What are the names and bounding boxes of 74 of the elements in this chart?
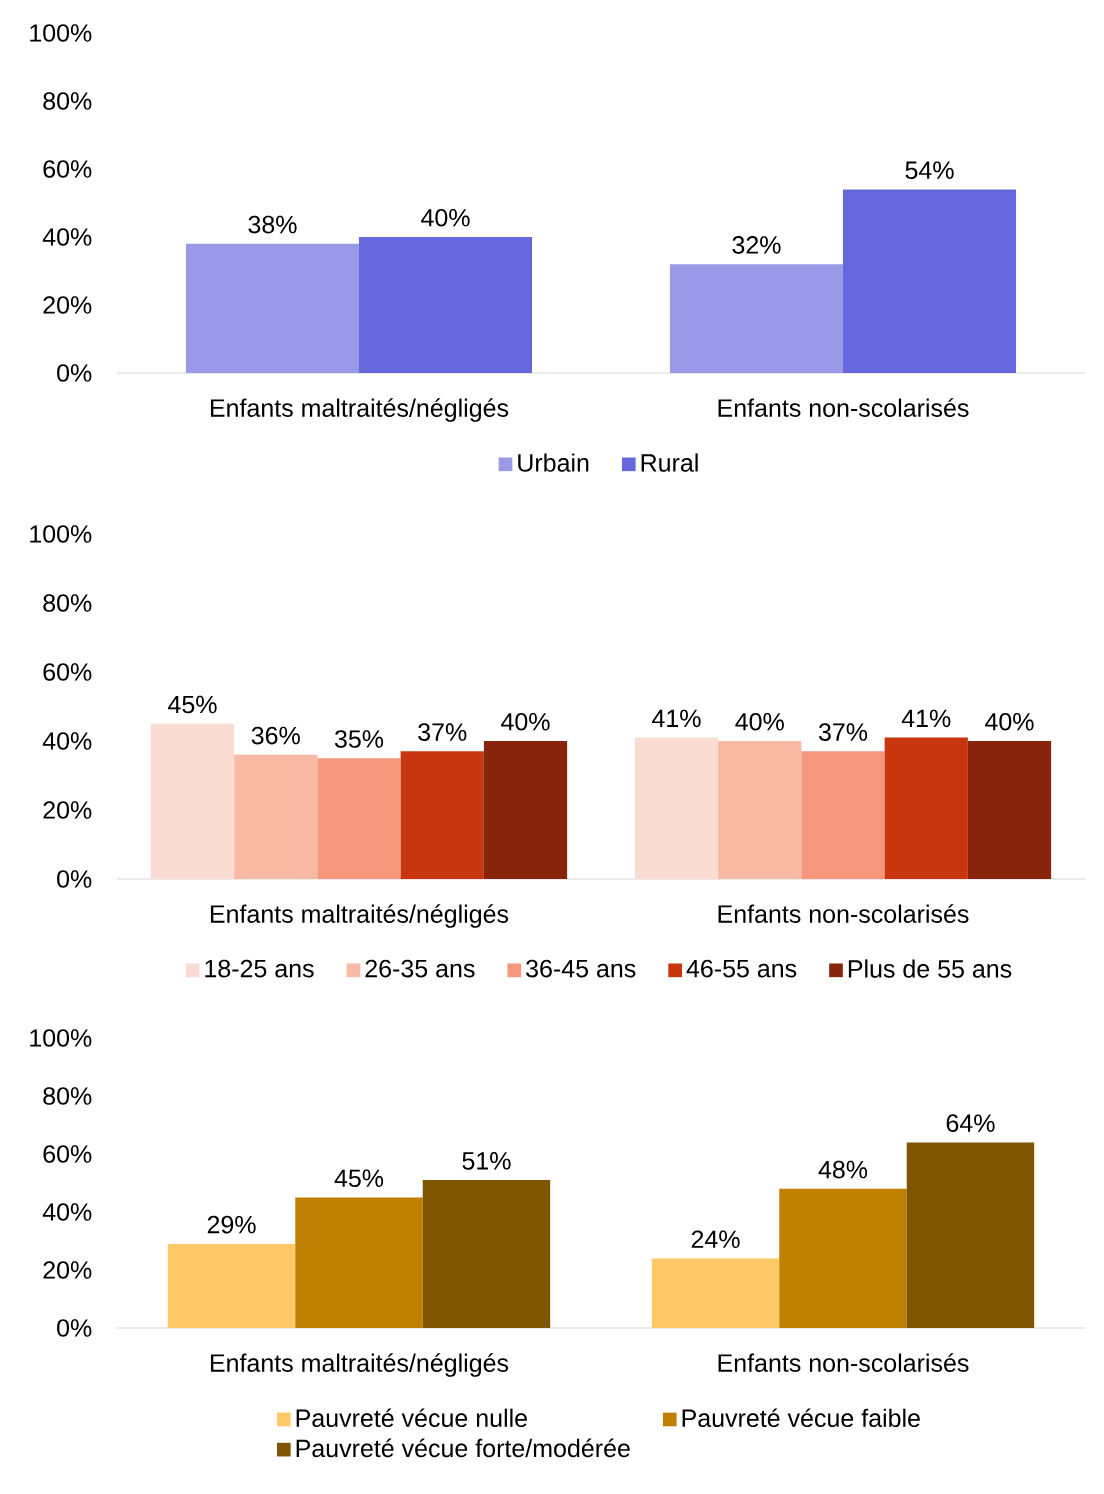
data-label: 64%	[946, 1114, 995, 1132]
y-tick-label: 60%	[43, 160, 92, 178]
y-tick-label: 80%	[43, 1087, 92, 1105]
bar	[634, 737, 719, 879]
bar	[801, 751, 885, 879]
legend-label: 46-55 ans	[686, 959, 797, 978]
y-tick-label: 20%	[43, 1261, 92, 1279]
y-tick-label: 0%	[57, 1319, 92, 1337]
bar	[422, 1180, 551, 1328]
bar	[234, 754, 318, 879]
data-label: 36%	[251, 726, 300, 745]
bar	[150, 723, 235, 879]
data-label: 41%	[652, 709, 701, 728]
bar	[167, 1243, 296, 1328]
bar	[884, 737, 968, 879]
bar	[779, 1188, 907, 1328]
y-tick-label: 20%	[43, 296, 92, 314]
bar	[295, 1197, 423, 1328]
data-label: 51%	[462, 1152, 511, 1170]
bar	[483, 740, 568, 879]
bar	[669, 264, 844, 373]
y-tick-label: 60%	[43, 663, 92, 681]
data-label: 35%	[334, 730, 384, 748]
x-tick-label: Enfants maltraités/négligés	[210, 1353, 509, 1377]
x-tick-label: Enfants maltraités/négligés	[210, 398, 509, 422]
data-label: 37%	[818, 723, 868, 741]
data-label: 40%	[421, 208, 470, 227]
legend-label: Pauvreté vécue faible	[682, 1408, 920, 1428]
data-label: 37%	[418, 723, 467, 741]
data-label: 24%	[691, 1230, 740, 1249]
data-label: 40%	[501, 712, 550, 731]
bar	[400, 751, 484, 879]
data-label: 32%	[732, 236, 781, 254]
legend-label: Pauvreté vécue nulle	[296, 1408, 527, 1428]
data-label: 29%	[207, 1215, 256, 1234]
x-tick-label: Enfants non-scolarisés	[718, 1353, 969, 1372]
y-tick-label: 40%	[42, 1203, 92, 1221]
y-tick-label: 80%	[43, 92, 92, 110]
y-tick-label: 100%	[30, 525, 92, 543]
x-tick-label: Enfants non-scolarisés	[718, 398, 969, 417]
data-label: 40%	[735, 712, 784, 731]
legend-label: 26-35 ans	[365, 959, 475, 978]
legend-label: Plus de 55 ans	[848, 959, 1012, 978]
data-label: 45%	[334, 1169, 384, 1188]
y-tick-label: 40%	[42, 732, 92, 750]
bar	[651, 1258, 780, 1328]
y-tick-label: 0%	[57, 870, 92, 888]
y-tick-label: 60%	[43, 1145, 92, 1163]
y-tick-label: 40%	[42, 228, 92, 246]
y-tick-label: 100%	[30, 24, 92, 42]
x-tick-label: Enfants non-scolarisés	[718, 904, 969, 923]
bar	[906, 1142, 1035, 1328]
y-tick-label: 0%	[57, 364, 92, 382]
data-label: 41%	[901, 709, 951, 728]
bar	[843, 189, 1017, 373]
legend-label: Rural	[641, 453, 698, 472]
y-tick-label: 20%	[43, 801, 92, 819]
y-tick-label: 100%	[30, 1029, 92, 1047]
bar	[317, 758, 401, 879]
data-label: 54%	[905, 161, 954, 179]
y-tick-label: 80%	[43, 594, 92, 612]
bar	[185, 243, 359, 373]
data-label: 48%	[818, 1160, 868, 1179]
legend-label: Pauvreté vécue forte/modérée	[296, 1438, 630, 1458]
legend-label: 18-25 ans	[205, 959, 314, 978]
bar	[359, 236, 533, 373]
x-tick-label: Enfants maltraités/négligés	[210, 904, 509, 928]
legend-label: 36-45 ans	[526, 959, 636, 978]
data-label: 45%	[168, 695, 217, 714]
legend-label: Urbain	[518, 453, 589, 472]
data-label: 40%	[985, 712, 1034, 731]
bar	[718, 740, 802, 879]
bar	[967, 740, 1052, 879]
data-label: 38%	[248, 215, 297, 234]
